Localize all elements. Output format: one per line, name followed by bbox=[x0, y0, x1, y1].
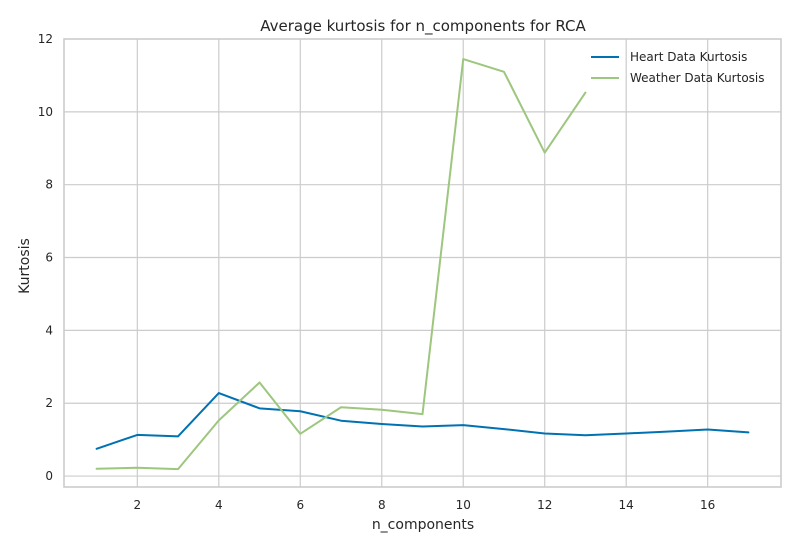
y-axis-label: Kurtosis bbox=[17, 238, 33, 294]
x-tick-label: 8 bbox=[378, 498, 386, 512]
y-tick-label: 12 bbox=[38, 32, 53, 46]
weather-kurtosis-line bbox=[95, 58, 587, 471]
x-tick-label: 12 bbox=[537, 498, 552, 512]
grid-lines bbox=[64, 39, 781, 487]
y-tick-label: 10 bbox=[38, 105, 53, 119]
legend-label-heart: Heart Data Kurtosis bbox=[630, 50, 747, 64]
y-tick-labels: 0 2 4 6 8 10 12 bbox=[38, 32, 53, 483]
series-layer bbox=[95, 58, 750, 471]
x-tick-label: 4 bbox=[215, 498, 223, 512]
chart-title: Average kurtosis for n_components for RC… bbox=[260, 17, 586, 36]
x-tick-label: 2 bbox=[134, 498, 142, 512]
x-tick-label: 14 bbox=[619, 498, 634, 512]
y-tick-label: 4 bbox=[45, 323, 53, 337]
x-tick-label: 16 bbox=[700, 498, 715, 512]
x-tick-labels: 2 4 6 8 10 12 14 16 bbox=[134, 498, 716, 512]
y-tick-label: 0 bbox=[45, 469, 53, 483]
x-tick-label: 6 bbox=[296, 498, 304, 512]
plot-frame bbox=[63, 38, 782, 488]
y-tick-label: 6 bbox=[45, 251, 53, 265]
x-tick-label: 10 bbox=[456, 498, 471, 512]
plot-area bbox=[64, 39, 781, 487]
legend-label-weather: Weather Data Kurtosis bbox=[630, 71, 765, 85]
y-tick-label: 8 bbox=[45, 178, 53, 192]
y-tick-label: 2 bbox=[45, 396, 53, 410]
legend: Heart Data Kurtosis Weather Data Kurtosi… bbox=[591, 50, 765, 85]
heart-kurtosis-line bbox=[95, 392, 750, 450]
x-axis-label: n_components bbox=[372, 517, 474, 533]
